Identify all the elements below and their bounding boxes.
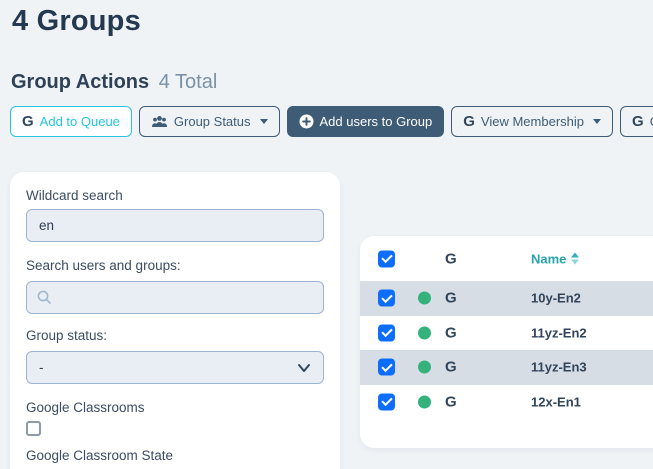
chevron-down-icon (298, 363, 310, 372)
view-membership-button[interactable]: G View Membership (451, 106, 614, 137)
toolbar: G Add to Queue Group Status Add users to… (10, 106, 653, 137)
total-count-badge: 4 Total (158, 71, 218, 93)
select-all-checkbox[interactable] (378, 250, 395, 267)
wildcard-search-label: Wildcard search (26, 188, 123, 203)
google-g-column-icon: G (445, 250, 457, 267)
row-checkbox[interactable] (378, 358, 395, 376)
google-g-icon: G (445, 324, 457, 342)
row-checkbox[interactable] (378, 289, 395, 307)
table-row: G 10y-En2 (360, 281, 653, 316)
add-users-to-group-button[interactable]: Add users to Group (286, 106, 445, 137)
users-icon (151, 116, 167, 127)
groups-table: G Name G 10y-En2 G 11yz-En2 G 11yz-En3 G… (360, 236, 653, 448)
google-g-icon: G (445, 393, 457, 411)
user-group-search-label: Search users and groups: (26, 258, 181, 273)
group-name[interactable]: 11yz-En3 (531, 359, 587, 375)
name-column-label: Name (531, 251, 567, 266)
google-classrooms-checkbox[interactable] (26, 421, 41, 436)
group-status-select[interactable]: - (26, 351, 324, 384)
google-g-icon: G (632, 113, 644, 130)
search-icon (37, 290, 51, 304)
group-status-selected-value: - (39, 360, 44, 375)
row-checkbox[interactable] (378, 393, 395, 411)
user-group-search-field (26, 281, 324, 314)
group-name[interactable]: 11yz-En2 (531, 325, 587, 341)
caret-down-icon (259, 119, 268, 124)
group-status-label: Group status: (26, 328, 108, 343)
button-label: Group Discovery (650, 114, 653, 129)
section-heading: Group Actions 4 Total (11, 71, 217, 94)
row-checkbox[interactable] (378, 324, 395, 342)
button-label: Add to Queue (39, 114, 120, 129)
caret-down-icon (593, 119, 602, 124)
group-discovery-button[interactable]: G Group Discovery (620, 106, 653, 137)
filters-panel: Wildcard search Search users and groups:… (10, 172, 340, 469)
button-label: Group Status (173, 114, 251, 129)
table-row: G 11yz-En2 (360, 316, 653, 351)
google-g-icon: G (445, 358, 457, 376)
add-to-queue-button[interactable]: G Add to Queue (10, 106, 132, 137)
sort-icon (571, 252, 580, 265)
table-header-row: G Name (360, 236, 653, 281)
name-column-header[interactable]: Name (531, 251, 580, 266)
group-name[interactable]: 10y-En2 (531, 290, 581, 306)
google-classrooms-label: Google Classrooms (26, 400, 145, 415)
section-title: Group Actions (11, 71, 150, 93)
status-dot-icon (418, 291, 431, 305)
google-classroom-state-label: Google Classroom State (26, 448, 174, 463)
google-g-icon: G (463, 113, 475, 130)
button-label: View Membership (480, 114, 585, 129)
google-g-icon: G (445, 289, 457, 307)
status-dot-icon (418, 360, 431, 374)
group-name[interactable]: 12x-En1 (531, 394, 581, 410)
google-g-icon: G (22, 113, 34, 130)
table-row: G 11yz-En3 (360, 350, 653, 385)
wildcard-search-input[interactable] (26, 209, 324, 242)
plus-circle-icon (299, 114, 314, 129)
status-dot-icon (418, 395, 431, 409)
button-label: Add users to Group (319, 114, 433, 129)
user-group-search-input[interactable] (26, 281, 324, 314)
status-dot-icon (418, 326, 431, 340)
table-row: G 12x-En1 (360, 385, 653, 420)
page-title: 4 Groups (12, 5, 141, 37)
group-status-button[interactable]: Group Status (138, 106, 280, 137)
